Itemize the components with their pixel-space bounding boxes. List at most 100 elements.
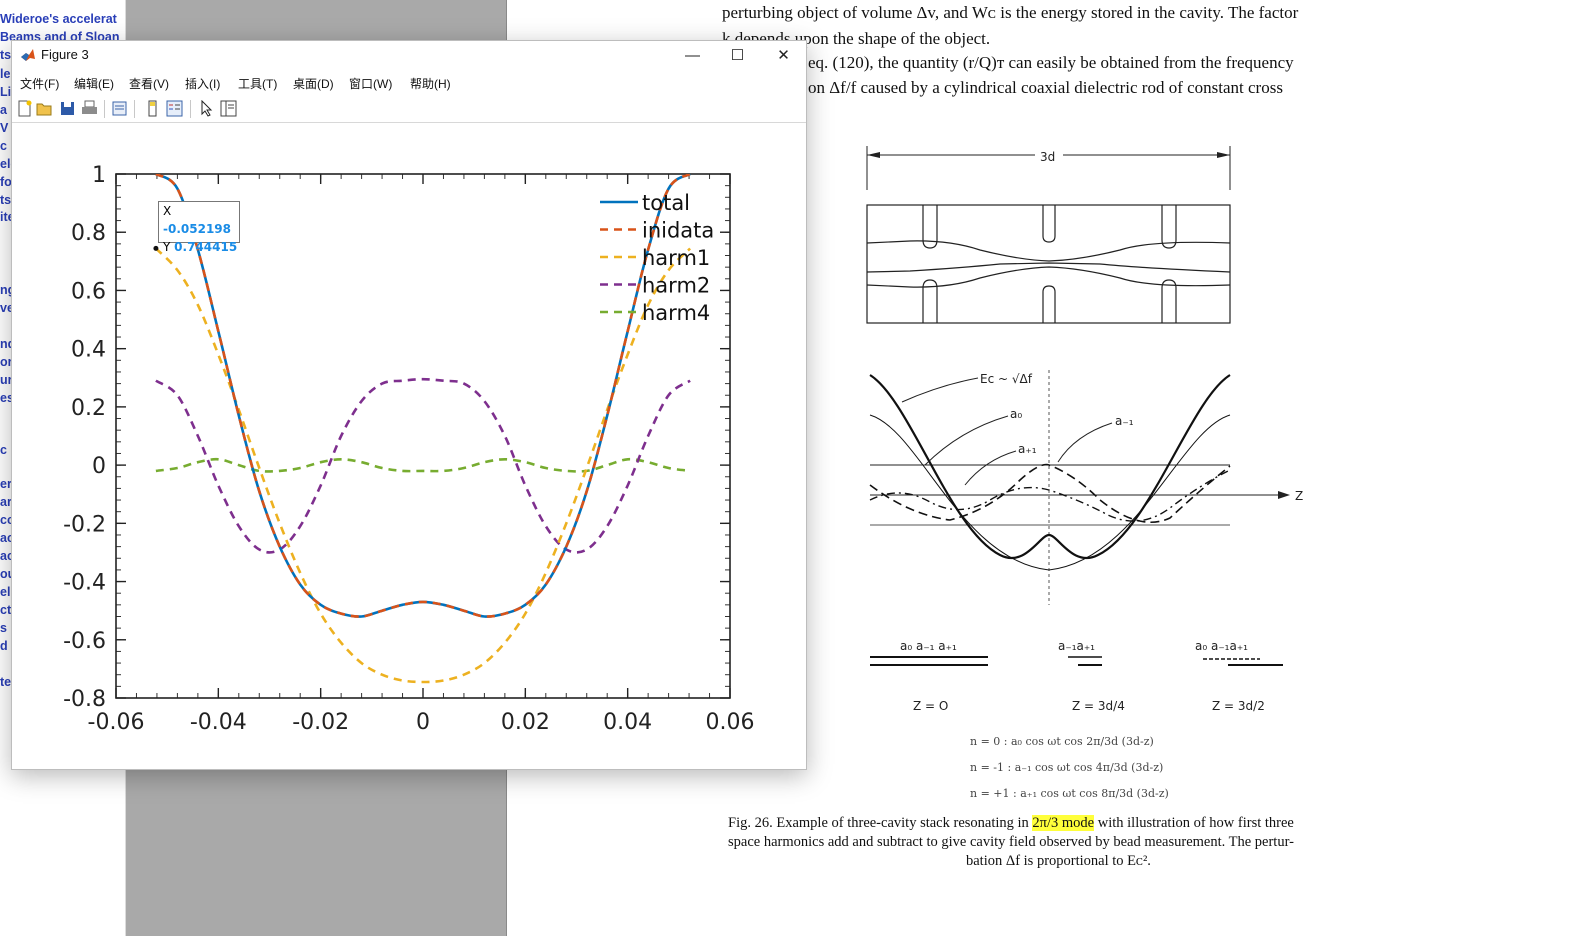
axes-box [115, 173, 731, 699]
y-tick-label: 0 [92, 454, 106, 479]
sidebar-fragment[interactable]: s [0, 621, 7, 635]
toolbar-separator [134, 100, 135, 118]
sidebar-fragment[interactable]: V [0, 121, 9, 135]
sidebar-fragment[interactable]: ve [0, 301, 14, 315]
sidebar-fragment[interactable]: d [0, 639, 8, 653]
colorbar-icon[interactable] [144, 100, 161, 117]
line-chart[interactable]: -0.06 -0.04 -0.02 0 0.02 0.04 0.06 1 0.8 0.6 0.4 0.… [12, 123, 806, 769]
sidebar-fragment[interactable]: te [0, 675, 12, 689]
sidebar-fragment[interactable]: le [0, 67, 11, 81]
maximize-button[interactable]: ☐ [730, 47, 745, 64]
sidebar-fragment[interactable]: Li [0, 85, 12, 99]
y-tick-label: 0.4 [71, 338, 106, 363]
figure-caption-line-1: Fig. 26. Example of three-cavity stack r… [728, 815, 1294, 831]
menu-edit[interactable]: 编辑(E) [74, 77, 114, 91]
sidebar-fragment[interactable]: ite [0, 210, 15, 224]
y-tick-label: -0.8 [63, 687, 106, 712]
ap1-label: a₊₁ [1018, 442, 1037, 456]
sidebar-fragment[interactable]: es [0, 391, 14, 405]
z-axis-label: Z [1295, 489, 1303, 503]
menu-tools[interactable]: 工具(T) [238, 77, 278, 91]
menu-desktop[interactable]: 桌面(D) [293, 77, 334, 91]
sidebar-fragment[interactable]: er [0, 477, 12, 491]
series-line-inidata[interactable] [155, 174, 691, 618]
menu-file[interactable]: 文件(F) [20, 77, 60, 91]
y-tick-label: 0.2 [71, 396, 106, 421]
sidebar-fragment[interactable]: or [0, 355, 13, 369]
window-title: Figure 3 [41, 47, 89, 62]
cavity-diagram: 3d Eᴄ ~ √Δf a₀ a₋₁ a₊₁ Z a₀ a₋₁ a₊₁ a₋₁a… [866, 146, 1303, 713]
sidebar-fragment[interactable]: cc [0, 513, 14, 527]
sidebar-fragment[interactable]: ts [0, 193, 12, 207]
print-preview-icon[interactable] [111, 100, 128, 117]
x-tick-label: -0.06 [88, 710, 145, 735]
menu-insert[interactable]: 插入(I) [185, 77, 221, 91]
series-line-harm1[interactable] [154, 247, 692, 684]
x-tick-label: -0.02 [292, 710, 349, 735]
menu-bar: 文件(F) 编辑(E) 查看(V) 插入(I) 工具(T) 桌面(D) 窗口(W… [12, 70, 806, 94]
a0-label: a₀ [1010, 407, 1022, 421]
open-folder-icon[interactable] [36, 100, 53, 117]
matlab-logo-icon [20, 47, 36, 63]
datatip-x-value: -0.052198 [163, 222, 231, 236]
sidebar-fragment[interactable]: a [0, 103, 7, 117]
sidebar-fragment[interactable]: ct [0, 603, 12, 617]
figure-window[interactable]: Figure 3 — ☐ ✕ 文件(F) 编辑(E) 查看(V) 插入(I) 工… [11, 40, 807, 770]
legend-label-harm4: harm4 [642, 301, 710, 325]
y-tick-label: -0.6 [63, 629, 106, 654]
data-tip[interactable]: X -0.052198 Y 0.744415 [158, 201, 240, 254]
figure-caption-line-3: bation Δf is proportional to Eᴄ². [966, 853, 1151, 869]
series-line-harm4[interactable] [155, 457, 691, 473]
sidebar-fragment[interactable]: ar [0, 495, 12, 509]
figure-caption-line-2: space harmonics add and subtract to give… [728, 834, 1294, 850]
minimize-button[interactable]: — [685, 46, 700, 64]
x-tick-label: -0.04 [190, 710, 247, 735]
am1-label: a₋₁ [1115, 414, 1134, 428]
print-icon[interactable] [81, 100, 98, 117]
x-tick-label: 0.06 [706, 710, 755, 735]
property-editor-icon[interactable] [220, 100, 237, 117]
equation-2: n = -1 : a₋₁ cos ωt cos 4π/3d (3d-z) [970, 761, 1164, 774]
caption-highlight: 2π/3 mode [1032, 815, 1095, 831]
save-icon[interactable] [59, 100, 76, 117]
datatip-marker [153, 245, 159, 251]
legend-label-inidata: inidata [642, 219, 714, 243]
toolbar-separator [104, 100, 105, 118]
menu-view[interactable]: 查看(V) [129, 77, 169, 91]
sidebar-fragment[interactable]: Wideroe's accelerat [0, 12, 117, 26]
x-tick-label: 0.04 [603, 710, 652, 735]
sidebar-fragment[interactable]: ac [0, 531, 14, 545]
title-bar[interactable]: Figure 3 — ☐ ✕ [12, 41, 806, 69]
y-tick-label: -0.4 [63, 571, 106, 596]
sidebar-fragment[interactable]: c [0, 139, 7, 153]
plot-area[interactable]: -0.06 -0.04 -0.02 0 0.02 0.04 0.06 1 0.8 0.6 0.4 0.… [12, 123, 806, 769]
z-label-2: Z = 3d/4 [1072, 699, 1125, 713]
datatip-y-value: 0.744415 [174, 240, 238, 254]
sidebar-fragment[interactable]: el [0, 585, 11, 599]
legend-icon[interactable] [166, 100, 183, 117]
new-file-icon[interactable] [16, 100, 33, 117]
series-line-harm2[interactable] [155, 377, 691, 554]
x-tick-label: 0 [416, 710, 430, 735]
sidebar-fragment[interactable]: fo [0, 175, 12, 189]
menu-window[interactable]: 窗口(W) [349, 77, 393, 91]
toolbar-separator [190, 100, 191, 118]
dim-label: 3d [1040, 150, 1055, 164]
menu-help[interactable]: 帮助(H) [410, 77, 451, 91]
close-button[interactable]: ✕ [777, 47, 790, 64]
sidebar-fragment[interactable]: ts [0, 48, 12, 62]
x-tick-label: 0.02 [501, 710, 550, 735]
y-tick-label: 0.8 [71, 221, 106, 246]
pointer-icon[interactable] [198, 100, 215, 117]
vec-label-1: a₀ a₋₁ a₊₁ [900, 639, 957, 653]
sidebar-fragment[interactable]: c [0, 443, 7, 457]
vec-label-2: a₋₁a₊₁ [1058, 639, 1095, 653]
doc-line-3: eq. (120), the quantity (r/Q)ᴛ can easil… [808, 53, 1294, 72]
equation-3: n = +1 : a₊₁ cos ωt cos 8π/3d (3d-z) [970, 787, 1169, 800]
y-tick-label: -0.2 [63, 512, 106, 537]
sidebar-fragment[interactable]: ac [0, 549, 14, 563]
y-tick-label: 1 [92, 163, 106, 188]
sidebar-fragment[interactable]: ur [0, 373, 13, 387]
doc-line-4: on Δf/f caused by a cylindrical coaxial … [808, 78, 1283, 97]
ec-label: Eᴄ ~ √Δf [980, 372, 1033, 386]
